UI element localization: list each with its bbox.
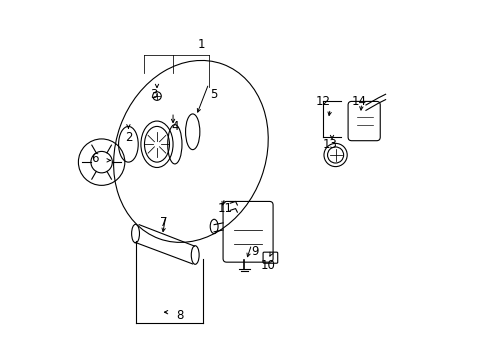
Text: 9: 9 bbox=[251, 245, 259, 258]
Text: 13: 13 bbox=[322, 138, 337, 151]
Text: 3: 3 bbox=[149, 88, 157, 101]
Text: 6: 6 bbox=[91, 152, 98, 165]
Text: 11: 11 bbox=[217, 202, 232, 215]
Text: 14: 14 bbox=[350, 95, 366, 108]
Text: 7: 7 bbox=[160, 216, 167, 229]
Text: 1: 1 bbox=[198, 38, 205, 51]
Text: 2: 2 bbox=[124, 131, 132, 144]
Text: 5: 5 bbox=[210, 88, 217, 101]
Text: 4: 4 bbox=[171, 120, 178, 133]
Text: 10: 10 bbox=[260, 259, 275, 272]
Text: 12: 12 bbox=[315, 95, 330, 108]
Text: 8: 8 bbox=[176, 309, 183, 322]
